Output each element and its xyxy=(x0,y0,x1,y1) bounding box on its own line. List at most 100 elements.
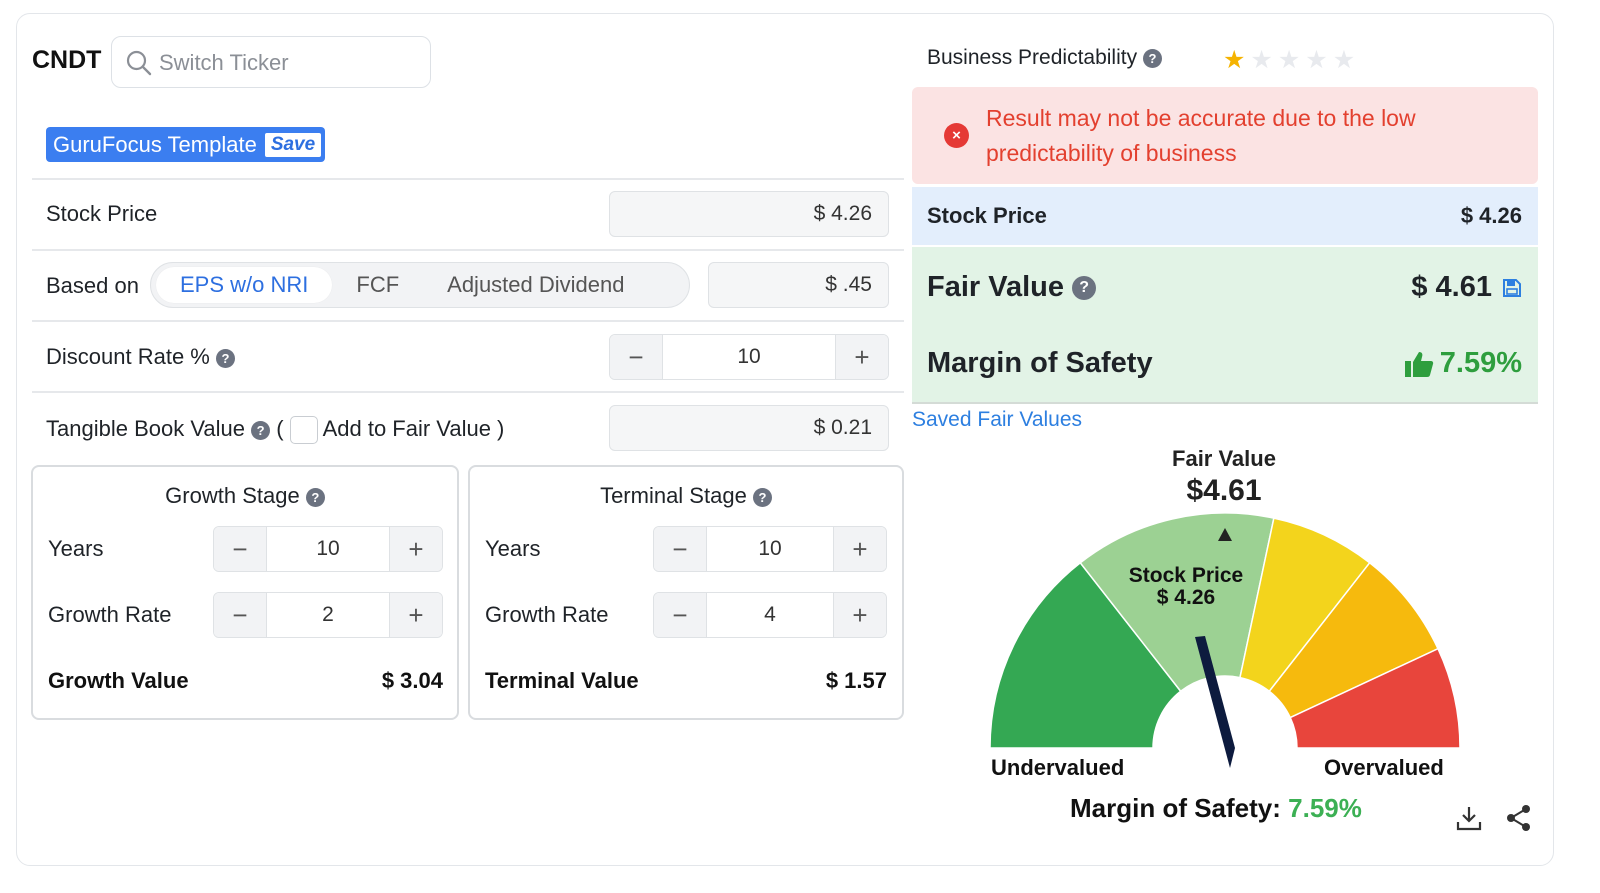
tangible-book-value-label: Tangible Book Value ? ( Add to Fair Valu… xyxy=(46,416,505,445)
undervalued-label: Undervalued xyxy=(991,755,1125,780)
fair-value-label-text: Fair Value xyxy=(927,271,1065,303)
save-template-button[interactable]: Save xyxy=(264,132,322,157)
growth-rate-value[interactable]: 2 xyxy=(266,593,390,637)
terminal-rate-label: Growth Rate xyxy=(485,602,609,627)
growth-years-value[interactable]: 10 xyxy=(266,527,390,571)
star-filled-icon: ★ xyxy=(1223,46,1246,74)
gauge-segment xyxy=(989,561,1182,749)
star-empty-icon: ★ xyxy=(1305,46,1328,74)
error-icon: × xyxy=(944,123,969,148)
fair-value-group: $ 4.61 xyxy=(1411,271,1522,304)
tbv-paren: ( xyxy=(276,416,284,441)
help-icon[interactable]: ? xyxy=(215,348,235,368)
decrement-button[interactable]: − xyxy=(610,335,662,379)
save-icon[interactable] xyxy=(1502,278,1522,298)
add-to-fair-value-checkbox[interactable] xyxy=(289,416,318,445)
share-icon[interactable] xyxy=(1505,804,1533,832)
terminal-years-label: Years xyxy=(485,536,541,561)
terminal-rate-value[interactable]: 4 xyxy=(706,593,834,637)
business-predictability-label: Business Predictability ? xyxy=(927,46,1162,70)
divider xyxy=(32,391,904,393)
option-eps-wo-nri[interactable]: EPS w/o NRI xyxy=(156,267,333,303)
growth-stage-card xyxy=(31,465,459,720)
increment-button[interactable]: + xyxy=(834,527,886,571)
growth-rate-stepper[interactable]: − 2 + xyxy=(213,592,443,638)
tbv-text: Tangible Book Value xyxy=(46,416,245,441)
option-adjusted-dividend[interactable]: Adjusted Dividend xyxy=(447,272,625,297)
option-fcf[interactable]: FCF xyxy=(356,272,400,297)
alert-message: Result may not be accurate due to the lo… xyxy=(986,105,1416,166)
increment-button[interactable]: + xyxy=(390,593,442,637)
terminal-stage-card xyxy=(468,465,904,720)
terminal-years-value[interactable]: 10 xyxy=(706,527,834,571)
business-predictability-text: Business Predictability xyxy=(927,46,1138,69)
terminal-value-label: Terminal Value xyxy=(485,668,639,693)
margin-of-safety-label: Margin of Safety xyxy=(927,347,1153,379)
increment-button[interactable]: + xyxy=(834,593,886,637)
star-empty-icon: ★ xyxy=(1332,46,1356,74)
stock-price-field[interactable]: $ 4.26 xyxy=(609,191,889,237)
add-to-fair-value-label: Add to Fair Value ) xyxy=(322,416,505,441)
growth-years-stepper[interactable]: − 10 + xyxy=(213,526,443,572)
help-icon[interactable]: ? xyxy=(1142,48,1162,68)
help-icon[interactable]: ? xyxy=(305,487,325,507)
star-empty-icon: ★ xyxy=(1277,46,1301,74)
help-icon[interactable]: ? xyxy=(1072,276,1097,301)
gauge-fair-value-title: Fair Value xyxy=(1172,446,1276,471)
terminal-rate-stepper[interactable]: − 4 + xyxy=(653,592,887,638)
decrement-button[interactable]: − xyxy=(654,527,706,571)
star-empty-icon: ★ xyxy=(1250,46,1273,74)
predictability-stars: ★ ★ ★ ★ ★ xyxy=(1223,46,1355,74)
gauge-stock-price: Stock Price $ 4.26 xyxy=(1086,565,1286,609)
decrement-button[interactable]: − xyxy=(214,527,266,571)
terminal-value: $ 1.57 xyxy=(825,668,887,693)
based-on-segmented-control[interactable]: EPS w/o NRI FCF Adjusted Dividend xyxy=(150,262,690,308)
fair-value-panel: Fair Value ? $ 4.61 Margin of Safety 7.5… xyxy=(912,247,1538,404)
growth-stage-title-text: Growth Stage xyxy=(165,483,300,508)
fair-value-marker xyxy=(1218,528,1232,541)
switch-ticker-search[interactable] xyxy=(111,36,431,88)
template-label: GuruFocus Template xyxy=(53,131,257,157)
discount-rate-value[interactable]: 10 xyxy=(662,335,836,379)
decrement-button[interactable]: − xyxy=(654,593,706,637)
increment-button[interactable]: + xyxy=(390,527,442,571)
download-icon[interactable] xyxy=(1455,804,1483,832)
terminal-stage-title: Terminal Stage ? xyxy=(468,483,904,509)
terminal-years-stepper[interactable]: − 10 + xyxy=(653,526,887,572)
fair-value-label: Fair Value ? xyxy=(927,271,1097,304)
divider xyxy=(32,249,904,251)
gauge-segment xyxy=(1289,647,1461,749)
tbv-field[interactable]: $ 0.21 xyxy=(609,405,889,451)
stock-price-label: Stock Price xyxy=(46,201,158,226)
help-icon[interactable]: ? xyxy=(752,487,772,507)
search-icon xyxy=(126,50,152,76)
growth-value: $ 3.04 xyxy=(381,668,443,693)
summary-stock-price-label: Stock Price xyxy=(927,203,1047,228)
increment-button[interactable]: + xyxy=(836,335,888,379)
growth-years-label: Years xyxy=(48,536,104,561)
footer-actions xyxy=(1455,804,1533,832)
gauge-needle xyxy=(1195,636,1235,768)
decrement-button[interactable]: − xyxy=(214,593,266,637)
overvalued-label: Overvalued xyxy=(1324,755,1444,780)
stock-price-summary: Stock Price $ 4.26 xyxy=(912,187,1538,245)
template-button[interactable]: GuruFocus Template Save xyxy=(46,127,326,162)
growth-stage-title: Growth Stage ? xyxy=(31,483,459,509)
summary-stock-price-value: $ 4.26 xyxy=(1460,203,1522,228)
growth-value-label: Growth Value xyxy=(48,668,189,693)
thumbs-up-icon xyxy=(1404,351,1433,377)
based-on-value-field[interactable]: $ .45 xyxy=(708,262,889,308)
valuation-gauge xyxy=(989,512,1461,768)
gauge-mos-value: 7.59% xyxy=(1288,793,1362,823)
help-icon[interactable]: ? xyxy=(251,420,271,440)
predictability-alert: × Result may not be accurate due to the … xyxy=(912,87,1538,184)
gauge-segment xyxy=(1079,512,1275,693)
ticker-symbol: CNDT xyxy=(32,46,102,74)
saved-fair-values-link[interactable]: Saved Fair Values xyxy=(912,408,1083,431)
growth-rate-label: Growth Rate xyxy=(48,602,172,627)
discount-rate-stepper[interactable]: − 10 + xyxy=(609,334,889,380)
terminal-stage-title-text: Terminal Stage xyxy=(600,483,747,508)
margin-of-safety-value: 7.59% xyxy=(1439,347,1522,379)
search-input[interactable] xyxy=(157,47,421,79)
based-on-label: Based on xyxy=(46,273,139,298)
